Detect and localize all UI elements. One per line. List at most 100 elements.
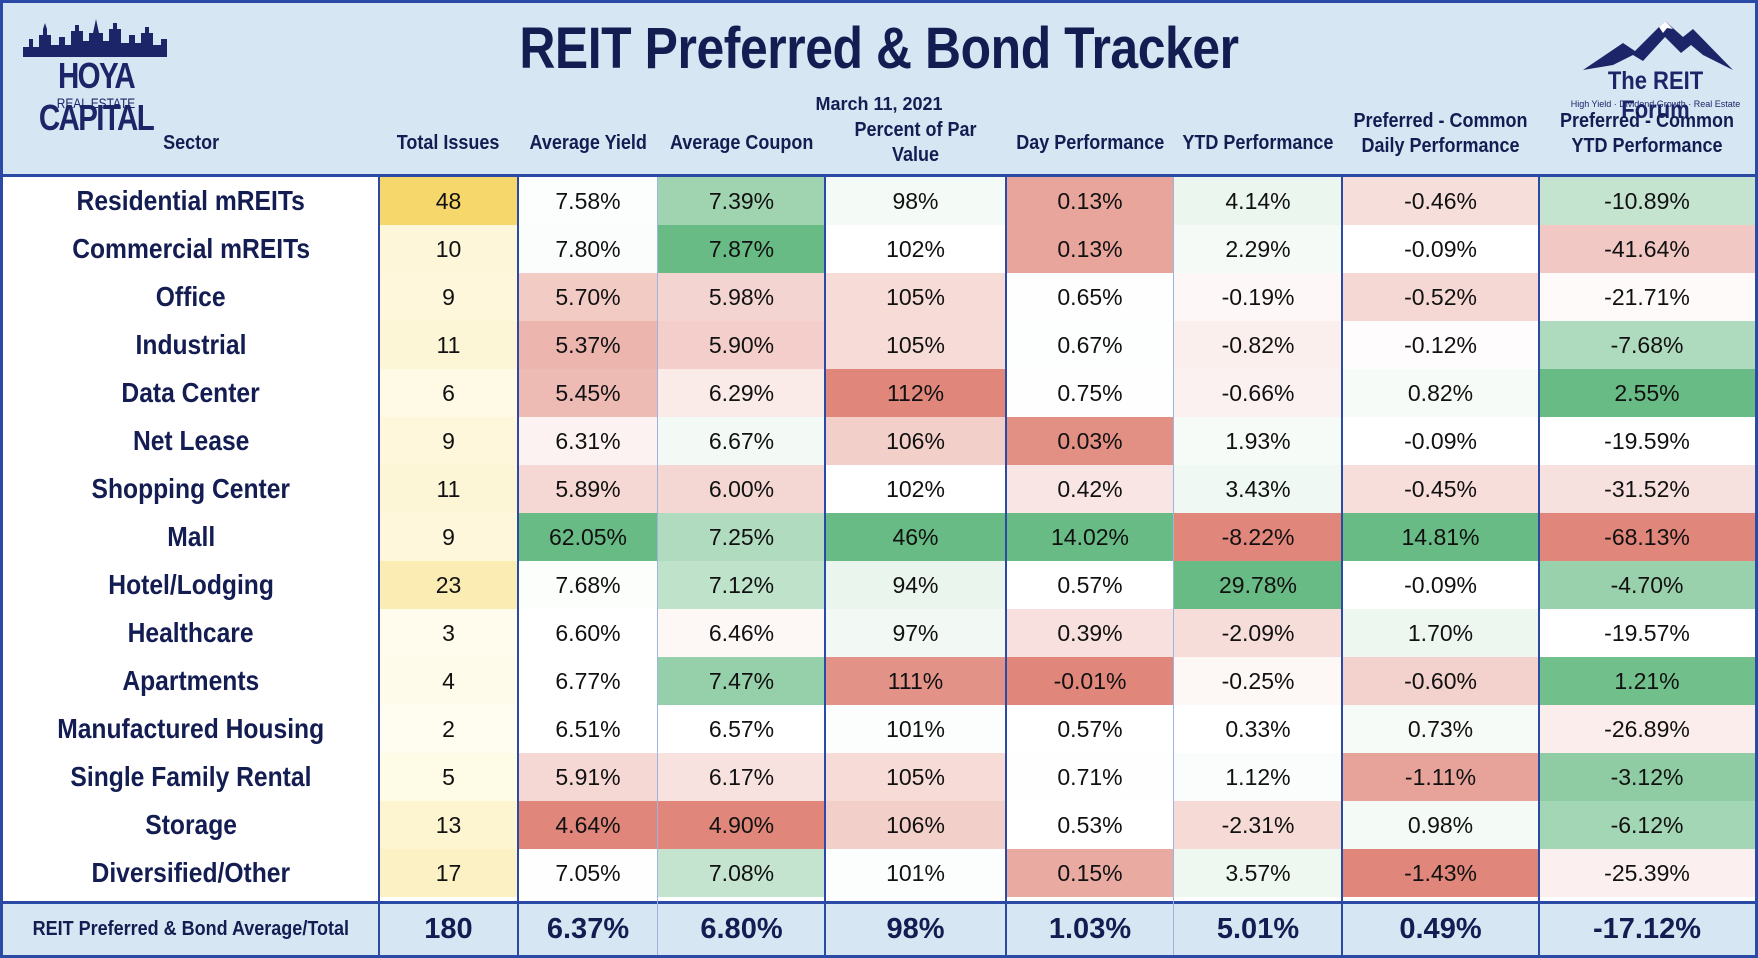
total-yield: 6.37% — [546, 913, 630, 945]
cell-pc-daily: 14.81% — [1342, 513, 1539, 561]
table-row: Industrial 11 5.37% 5.90% 105% 0.67% -0.82% -0.… — [3, 321, 1755, 369]
cell-yield: 7.05% — [518, 849, 658, 897]
cell-sector: Office — [3, 273, 379, 321]
cell-issues: 13 — [379, 801, 518, 849]
cell-yield: 5.89% — [518, 465, 658, 513]
column-header-par: Percent of Par Value — [825, 119, 1006, 166]
sector-name: Industrial — [135, 329, 247, 360]
cell-pc-ytd: -7.68% — [1539, 321, 1755, 369]
column-header-coupon: Average Coupon — [658, 127, 825, 159]
cell-pc-daily: -0.09% — [1342, 225, 1539, 273]
logo-right-tagline: High Yield · Dividend Growth · Real Esta… — [1570, 99, 1741, 109]
cell-issues: 23 — [379, 561, 518, 609]
table-row: Diversified/Other 17 7.05% 7.08% 101% 0.15% 3.… — [3, 849, 1755, 897]
column-header-pc-daily: Preferred - Common Daily Performance — [1342, 109, 1539, 159]
cell-coupon: 7.12% — [658, 561, 825, 609]
cell-pc-daily: -0.52% — [1342, 273, 1539, 321]
sector-name: Diversified/Other — [91, 857, 291, 888]
cell-day: 14.02% — [1006, 513, 1174, 561]
cell-sector: Net Lease — [3, 417, 379, 465]
skyline-icon — [23, 19, 167, 57]
column-header-day: Day Performance — [1006, 127, 1174, 159]
cell-yield: 6.31% — [518, 417, 658, 465]
cell-sector: Hotel/Lodging — [3, 561, 379, 609]
sector-name: Residential mREITs — [76, 185, 306, 216]
cell-coupon: 6.46% — [658, 609, 825, 657]
cell-ytd: -0.25% — [1174, 657, 1342, 705]
cell-day: -0.01% — [1006, 657, 1174, 705]
cell-pc-daily: -1.11% — [1342, 753, 1539, 801]
cell-ytd: 1.93% — [1174, 417, 1342, 465]
column-divider — [1005, 177, 1007, 955]
cell-sector: Single Family Rental — [3, 753, 379, 801]
cell-yield: 4.64% — [518, 801, 658, 849]
cell-coupon: 5.90% — [658, 321, 825, 369]
column-divider — [378, 177, 380, 955]
column-header-label: Preferred - Common Daily Performance — [1353, 110, 1528, 157]
column-divider — [1173, 177, 1174, 955]
total-label-text: REIT Preferred & Bond Average/Total — [32, 918, 350, 940]
cell-par: 101% — [825, 849, 1006, 897]
cell-par: 101% — [825, 705, 1006, 753]
cell-coupon: 7.39% — [658, 177, 825, 225]
column-divider — [657, 177, 658, 955]
table-row: Manufactured Housing 2 6.51% 6.57% 101% 0.57%… — [3, 705, 1755, 753]
table-row: Apartments 4 6.77% 7.47% 111% -0.01% -0.25% -0.… — [3, 657, 1755, 705]
cell-pc-ytd: -21.71% — [1539, 273, 1755, 321]
cell-day: 0.67% — [1006, 321, 1174, 369]
cell-pc-ytd: -10.89% — [1539, 177, 1755, 225]
cell-ytd: -0.19% — [1174, 273, 1342, 321]
cell-issues: 10 — [379, 225, 518, 273]
cell-ytd: 29.78% — [1174, 561, 1342, 609]
cell-coupon: 7.08% — [658, 849, 825, 897]
logo-left-line2: REAL ESTATE — [56, 95, 136, 111]
cell-coupon: 7.47% — [658, 657, 825, 705]
cell-day: 0.65% — [1006, 273, 1174, 321]
column-divider — [1341, 177, 1343, 955]
cell-sector: Apartments — [3, 657, 379, 705]
total-row: REIT Preferred & Bond Average/Total 180 6.… — [3, 901, 1755, 955]
cell-pc-daily: 0.98% — [1342, 801, 1539, 849]
cell-par: 102% — [825, 225, 1006, 273]
cell-yield: 7.58% — [518, 177, 658, 225]
cell-issues: 48 — [379, 177, 518, 225]
cell-coupon: 6.29% — [658, 369, 825, 417]
cell-yield: 5.70% — [518, 273, 658, 321]
column-header-issues: Total Issues — [379, 127, 518, 159]
cell-pc-daily: 0.82% — [1342, 369, 1539, 417]
cell-sector: Shopping Center — [3, 465, 379, 513]
column-header-sector: Sector — [3, 127, 379, 159]
cell-pc-ytd: -41.64% — [1539, 225, 1755, 273]
cell-sector: Manufactured Housing — [3, 705, 379, 753]
cell-ytd: 3.57% — [1174, 849, 1342, 897]
cell-coupon: 6.00% — [658, 465, 825, 513]
cell-pc-daily: -0.12% — [1342, 321, 1539, 369]
cell-ytd: 1.12% — [1174, 753, 1342, 801]
cell-pc-ytd: -68.13% — [1539, 513, 1755, 561]
cell-pc-ytd: -4.70% — [1539, 561, 1755, 609]
table-row: Data Center 6 5.45% 6.29% 112% 0.75% -0.66% 0.8… — [3, 369, 1755, 417]
column-header-ytd: YTD Performance — [1174, 127, 1342, 159]
table-row: Commercial mREITs 10 7.80% 7.87% 102% 0.13% 2.… — [3, 225, 1755, 273]
cell-issues: 5 — [379, 753, 518, 801]
cell-par: 106% — [825, 801, 1006, 849]
total-label: REIT Preferred & Bond Average/Total — [3, 904, 379, 955]
cell-sector: Healthcare — [3, 609, 379, 657]
cell-pc-daily: -0.09% — [1342, 417, 1539, 465]
cell-yield: 7.68% — [518, 561, 658, 609]
sector-name: Commercial mREITs — [72, 233, 310, 264]
cell-yield: 5.91% — [518, 753, 658, 801]
table-row: Residential mREITs 48 7.58% 7.39% 98% 0.13% 4.… — [3, 177, 1755, 225]
header: HOYA CAPITAL REAL ESTATE REIT Preferred … — [3, 3, 1755, 177]
cell-ytd: 2.29% — [1174, 225, 1342, 273]
cell-coupon: 4.90% — [658, 801, 825, 849]
cell-coupon: 7.25% — [658, 513, 825, 561]
table-row: Net Lease 9 6.31% 6.67% 106% 0.03% 1.93% -0.09%… — [3, 417, 1755, 465]
column-header-label: Total Issues — [397, 131, 500, 154]
cell-coupon: 6.67% — [658, 417, 825, 465]
sector-name: Mall — [167, 521, 215, 552]
cell-par: 112% — [825, 369, 1006, 417]
sector-name: Healthcare — [127, 617, 255, 648]
cell-sector: Diversified/Other — [3, 849, 379, 897]
